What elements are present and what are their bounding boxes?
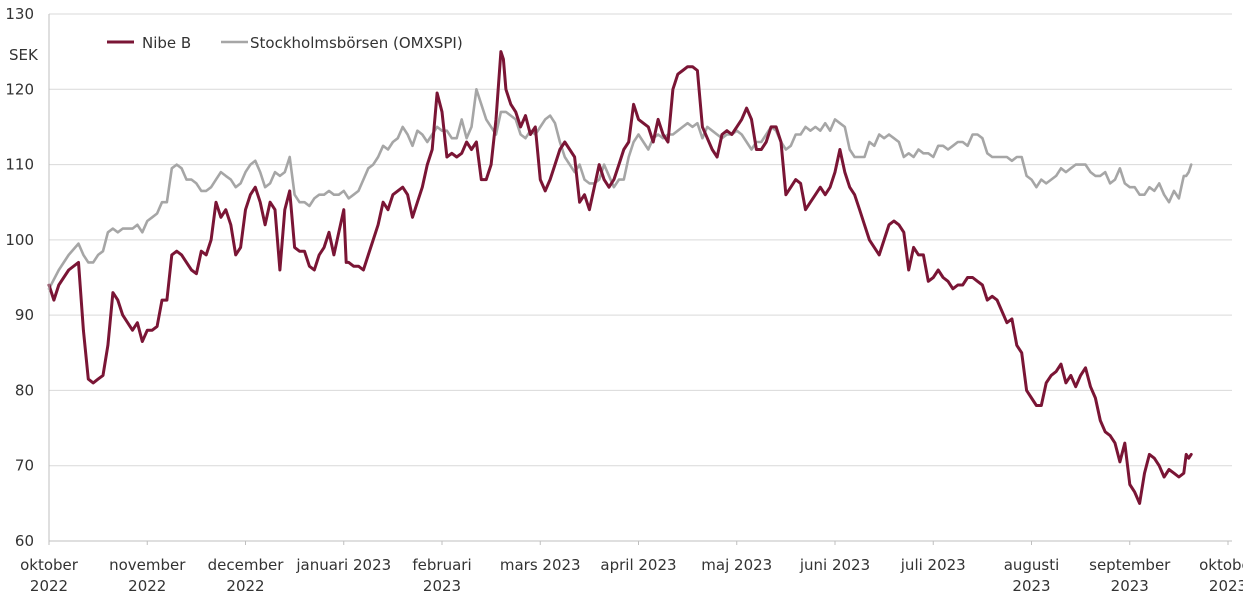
x-tick-label: oktober [1199,556,1243,574]
x-tick-label: januari 2023 [295,556,391,574]
y-tick-label: 130 [5,5,34,23]
x-tick-label: november [109,556,186,574]
series-line-omxspi [47,88,1193,291]
x-tick-label: maj 2023 [701,556,772,574]
x-tick-label-year: 2022 [226,577,264,595]
series-layer [47,50,1193,505]
x-tick-label: mars 2023 [500,556,581,574]
x-tick-label: september [1089,556,1171,574]
y-tick-label: 110 [5,156,34,174]
x-tick-label-year: 2023 [1209,577,1243,595]
x-tick-label-year: 2022 [128,577,166,595]
axis-layer: 60 70 80 90 100 110 120 130 SEK oktober 2022 novemb… [5,5,1243,595]
y-tick-label: 100 [5,231,34,249]
y-tick-label: 90 [15,306,34,324]
grid-layer [49,13,1232,542]
x-tick-label: augusti [1004,556,1060,574]
series-line-nibe-b [47,50,1193,505]
y-tick-label: 120 [5,80,34,98]
y-tick-label: 60 [15,532,34,550]
x-tick-label: april 2023 [600,556,676,574]
x-tick-label: oktober [20,556,79,574]
legend: Nibe B Stockholmsbörsen (OMXSPI) [107,34,463,52]
legend-item-omxspi-label: Stockholmsbörsen (OMXSPI) [250,34,463,52]
x-tick-label-year: 2022 [30,577,68,595]
x-tick-label: februari [412,556,471,574]
x-tick-label: juni 2023 [799,556,870,574]
x-tick-label: december [208,556,285,574]
x-tick-label-year: 2023 [1012,577,1050,595]
legend-item-nibe-b-label: Nibe B [142,34,191,52]
y-unit-label: SEK [9,46,39,64]
y-tick-label: 80 [15,381,34,399]
x-tick-label: juli 2023 [900,556,966,574]
y-tick-label: 70 [15,457,34,475]
x-tick-label-year: 2023 [1111,577,1149,595]
x-tick-label-year: 2023 [423,577,461,595]
